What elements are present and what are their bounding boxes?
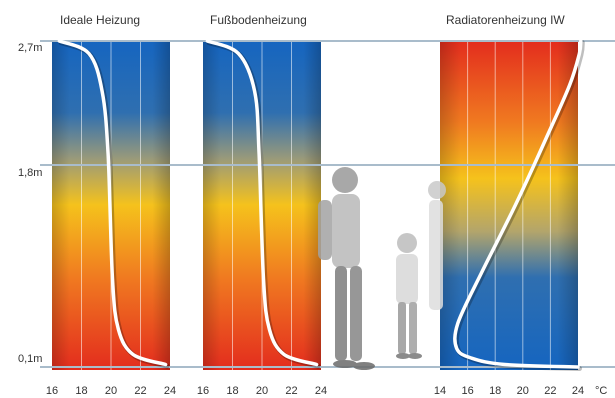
temperature-curves — [57, 39, 585, 371]
x-tick-label: 22 — [134, 385, 146, 397]
x-tick-label: 18 — [489, 385, 501, 397]
x-tick-label: 24 — [315, 385, 327, 397]
x-tick-label: 16 — [197, 385, 209, 397]
x-tick-label: 20 — [256, 385, 268, 397]
x-tick-label: 22 — [544, 385, 556, 397]
x-tick-label: 18 — [226, 385, 238, 397]
x-tick-label: 24 — [572, 385, 584, 397]
background-figure — [428, 181, 446, 310]
x-tick-label: 14 — [434, 385, 446, 397]
x-tick-label: 16 — [46, 385, 58, 397]
x-tick-label: 20 — [517, 385, 529, 397]
height-label-middle: 1,8m — [18, 167, 42, 179]
x-tick-label: 22 — [285, 385, 297, 397]
height-label-top: 2,7m — [18, 42, 42, 54]
people-illustration — [318, 167, 446, 370]
temperature-curve — [205, 39, 319, 367]
x-tick-label: 16 — [461, 385, 473, 397]
x-tick-label: 18 — [75, 385, 87, 397]
adult-figure — [318, 167, 375, 370]
x-tick-label: 20 — [105, 385, 117, 397]
x-tick-label: 24 — [164, 385, 176, 397]
height-label-bottom: 0,1m — [18, 353, 42, 365]
panel-title-floor: Fußbodenheizung — [210, 13, 307, 27]
temperature-curve — [453, 39, 583, 369]
child-figure — [396, 233, 422, 359]
panel-title-ideal: Ideale Heizung — [60, 13, 140, 27]
temperature-curve — [57, 39, 168, 367]
x-tick-labels: 16 18 20 22 24 16 18 20 22 24 14 16 18 20 22 24 — [46, 385, 584, 397]
panel-gridlines — [81, 41, 551, 370]
unit-label: °C — [595, 385, 607, 397]
panel-title-radiator: Radiatorenheizung IW — [446, 13, 565, 27]
